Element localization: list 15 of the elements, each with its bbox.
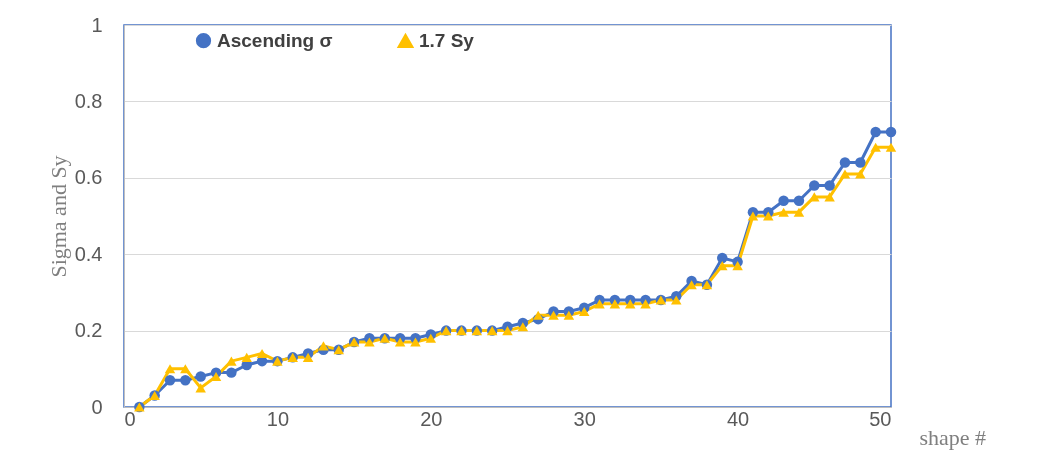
x-tick-label: 30	[573, 407, 596, 430]
legend-label: Ascending σ	[217, 29, 333, 51]
x-axis-title: shape #	[919, 424, 987, 450]
y-tick-label: 0.8	[74, 89, 103, 112]
x-tick-label: 20	[420, 407, 443, 430]
x-tick-label: 0	[124, 407, 136, 430]
x-tick-label: 50	[869, 407, 892, 430]
legend-label: 1.7 Sy	[419, 30, 475, 52]
x-tick-label: 10	[266, 407, 290, 430]
x-tick-label: 40	[726, 407, 750, 430]
y-tick-label: 1	[91, 13, 103, 36]
y-tick-label: 0.4	[74, 242, 103, 265]
y-tick-label: 0.2	[74, 319, 103, 342]
y-tick-label: 0.6	[74, 166, 103, 189]
y-axis-title: Sigma and Sy	[45, 155, 71, 278]
